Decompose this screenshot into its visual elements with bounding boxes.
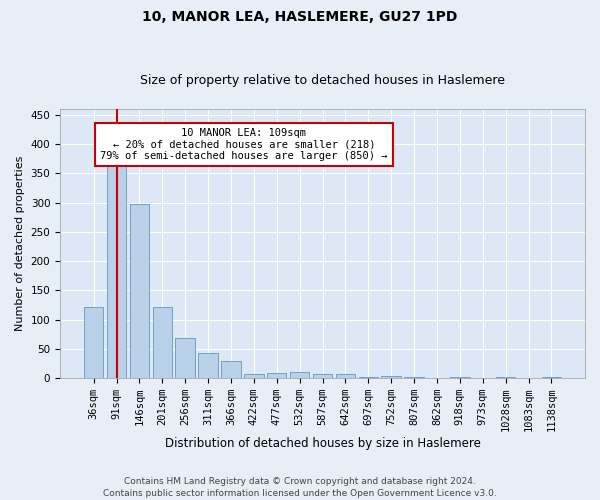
Bar: [542, 377, 561, 378]
Bar: [221, 361, 241, 378]
Bar: [382, 376, 401, 378]
Bar: [244, 374, 263, 378]
Bar: [335, 374, 355, 378]
Bar: [199, 353, 218, 378]
Bar: [313, 374, 332, 378]
Bar: [84, 306, 103, 378]
Bar: [290, 372, 310, 378]
X-axis label: Distribution of detached houses by size in Haslemere: Distribution of detached houses by size …: [164, 437, 481, 450]
Bar: [152, 306, 172, 378]
Text: Contains HM Land Registry data © Crown copyright and database right 2024.
Contai: Contains HM Land Registry data © Crown c…: [103, 476, 497, 498]
Bar: [107, 162, 126, 378]
Bar: [267, 372, 286, 378]
Text: 10, MANOR LEA, HASLEMERE, GU27 1PD: 10, MANOR LEA, HASLEMERE, GU27 1PD: [142, 10, 458, 24]
Bar: [130, 204, 149, 378]
Bar: [496, 377, 515, 378]
Title: Size of property relative to detached houses in Haslemere: Size of property relative to detached ho…: [140, 74, 505, 87]
Text: 10 MANOR LEA: 109sqm
← 20% of detached houses are smaller (218)
79% of semi-deta: 10 MANOR LEA: 109sqm ← 20% of detached h…: [100, 128, 388, 161]
Y-axis label: Number of detached properties: Number of detached properties: [15, 156, 25, 331]
Bar: [175, 338, 195, 378]
